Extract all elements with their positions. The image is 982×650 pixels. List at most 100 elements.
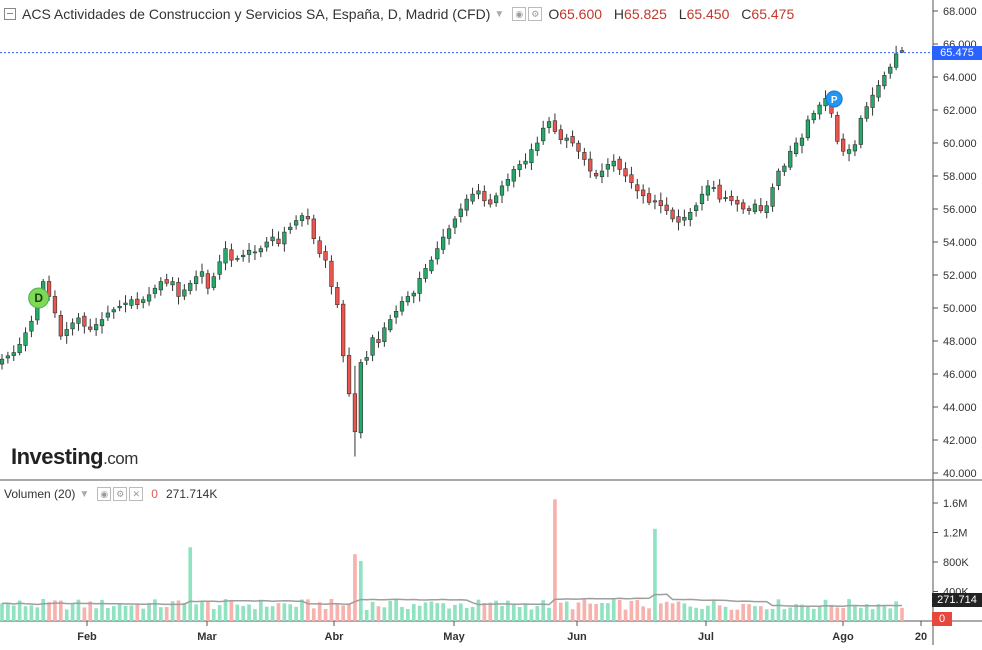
volume-bar bbox=[788, 607, 793, 621]
volume-bar bbox=[641, 606, 645, 621]
eye-icon[interactable]: ◉ bbox=[97, 487, 112, 501]
candles-group bbox=[0, 45, 905, 457]
eye-icon[interactable]: ◉ bbox=[512, 7, 527, 21]
volume-bar bbox=[429, 601, 434, 621]
marker-letter: D bbox=[34, 291, 43, 305]
candle-body bbox=[123, 302, 128, 305]
price-tick-label: 62.000 bbox=[943, 105, 977, 117]
volume-indicator-label[interactable]: Volumen (20) bbox=[4, 487, 76, 501]
candle-body bbox=[588, 158, 593, 172]
candle-body bbox=[411, 292, 416, 297]
volume-bar bbox=[659, 603, 663, 621]
candle-body bbox=[11, 352, 16, 356]
volume-bar bbox=[670, 603, 675, 621]
volume-bar bbox=[123, 605, 128, 621]
volume-bar bbox=[582, 599, 587, 621]
volume-tick-label: 1.2M bbox=[943, 528, 967, 540]
volume-bar bbox=[753, 605, 757, 621]
chevron-down-icon[interactable]: ▼ bbox=[494, 8, 505, 20]
current-price-label: 65.475 bbox=[932, 45, 982, 60]
candle-body bbox=[817, 104, 822, 115]
volume-bar bbox=[388, 600, 393, 621]
investing-logo: Investing.com bbox=[11, 444, 138, 470]
candle-body bbox=[899, 50, 905, 53]
volume-bar bbox=[653, 528, 657, 621]
volume-bar bbox=[406, 608, 410, 621]
volume-bar bbox=[382, 607, 387, 621]
candle-body bbox=[129, 299, 134, 306]
candle-body bbox=[735, 199, 740, 205]
volume-bar bbox=[888, 608, 893, 621]
candle-body bbox=[876, 84, 881, 98]
marker-circle bbox=[825, 90, 843, 108]
candle-body bbox=[5, 355, 11, 359]
instrument-title[interactable]: ACS Actividades de Construccion y Servic… bbox=[22, 6, 491, 22]
chevron-down-icon[interactable]: ▼ bbox=[79, 488, 90, 500]
candle-body bbox=[493, 195, 499, 204]
volume-tick-label: 800K bbox=[943, 557, 969, 569]
gear-icon[interactable]: ⚙ bbox=[528, 7, 543, 21]
candle-body bbox=[152, 287, 158, 294]
volume-bar bbox=[870, 609, 875, 621]
volume-bar bbox=[694, 607, 698, 621]
volume-value: 271.714K bbox=[165, 487, 218, 501]
volume-bar bbox=[329, 599, 334, 621]
candle-body bbox=[23, 332, 28, 346]
volume-bar bbox=[359, 561, 363, 621]
high-key: H bbox=[613, 6, 625, 22]
volume-bar bbox=[547, 607, 551, 621]
candle-body bbox=[352, 393, 358, 433]
dividend-marker[interactable]: D bbox=[28, 287, 50, 309]
candle-body bbox=[811, 113, 816, 121]
candle-body bbox=[417, 277, 422, 294]
volume-bar bbox=[417, 605, 422, 621]
candle-body bbox=[393, 310, 399, 318]
price-tick-label: 56.000 bbox=[943, 204, 977, 216]
volume-bar bbox=[847, 599, 851, 621]
candle-body bbox=[52, 296, 58, 314]
volume-bar bbox=[435, 603, 440, 621]
candle-body bbox=[111, 309, 116, 313]
volume-bar bbox=[17, 600, 22, 621]
candle-body bbox=[799, 137, 805, 146]
high-value: 65.825 bbox=[624, 6, 667, 22]
collapse-icon[interactable] bbox=[4, 8, 16, 20]
candle-body bbox=[105, 312, 111, 318]
volume-bar bbox=[559, 602, 563, 621]
gear-icon[interactable]: ⚙ bbox=[113, 487, 128, 501]
candle-body bbox=[211, 276, 216, 288]
volume-bar bbox=[759, 606, 763, 621]
chart-legend: ACS Actividades de Construccion y Servic… bbox=[4, 4, 802, 24]
volume-bar bbox=[141, 608, 145, 621]
time-tick-label: 20 bbox=[915, 631, 927, 643]
candle-body bbox=[511, 169, 516, 182]
price-tick-label: 52.000 bbox=[943, 270, 977, 282]
volume-bar bbox=[394, 599, 398, 621]
volume-bar bbox=[35, 607, 40, 621]
volume-bar bbox=[894, 601, 898, 621]
time-tick-label: Jun bbox=[567, 631, 587, 643]
volume-bar bbox=[223, 599, 228, 621]
volume-bar bbox=[423, 602, 428, 621]
volume-bar bbox=[64, 609, 69, 621]
volume-bar bbox=[129, 605, 134, 621]
time-tick-label: May bbox=[443, 631, 465, 643]
price-tick-label: 68.000 bbox=[943, 6, 977, 18]
candle-body bbox=[388, 319, 393, 331]
close-icon[interactable]: ✕ bbox=[129, 487, 144, 501]
candle-body bbox=[223, 248, 228, 264]
candle-body bbox=[405, 296, 411, 303]
volume-bar bbox=[70, 602, 75, 621]
volume-bar bbox=[517, 606, 522, 621]
volume-bar bbox=[88, 601, 93, 621]
candle-body bbox=[376, 339, 381, 343]
earnings-marker[interactable]: P bbox=[825, 90, 843, 108]
candle-body bbox=[235, 258, 240, 260]
volume-bar bbox=[147, 602, 151, 621]
candle-body bbox=[423, 268, 428, 279]
candle-body bbox=[741, 202, 746, 210]
candle-body bbox=[711, 187, 716, 189]
candle-body bbox=[776, 170, 781, 186]
